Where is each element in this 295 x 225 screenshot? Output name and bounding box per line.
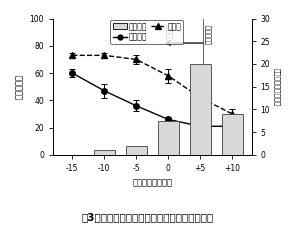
Text: 収穮適期: 収穮適期 [166, 24, 173, 40]
Bar [158, 121, 178, 155]
X-axis label: 成熟期からの日数: 成熟期からの日数 [132, 178, 172, 187]
Bar [126, 146, 147, 155]
Text: 図3作物体水分の推移と亀甲じわ粒発生の関係: 図3作物体水分の推移と亀甲じわ粒発生の関係 [81, 212, 214, 223]
Y-axis label: 水分（％）: 水分（％） [15, 74, 24, 99]
Legend: 亀甲じわ, 子実水分, 茎水分: 亀甲じわ, 子実水分, 茎水分 [110, 20, 183, 44]
Bar [94, 150, 114, 155]
Bar [222, 114, 242, 155]
Bar [190, 64, 211, 155]
Text: 従来の基準: 従来の基準 [205, 24, 211, 44]
Y-axis label: 亀甲じわ粒率（％）: 亀甲じわ粒率（％） [273, 68, 280, 106]
